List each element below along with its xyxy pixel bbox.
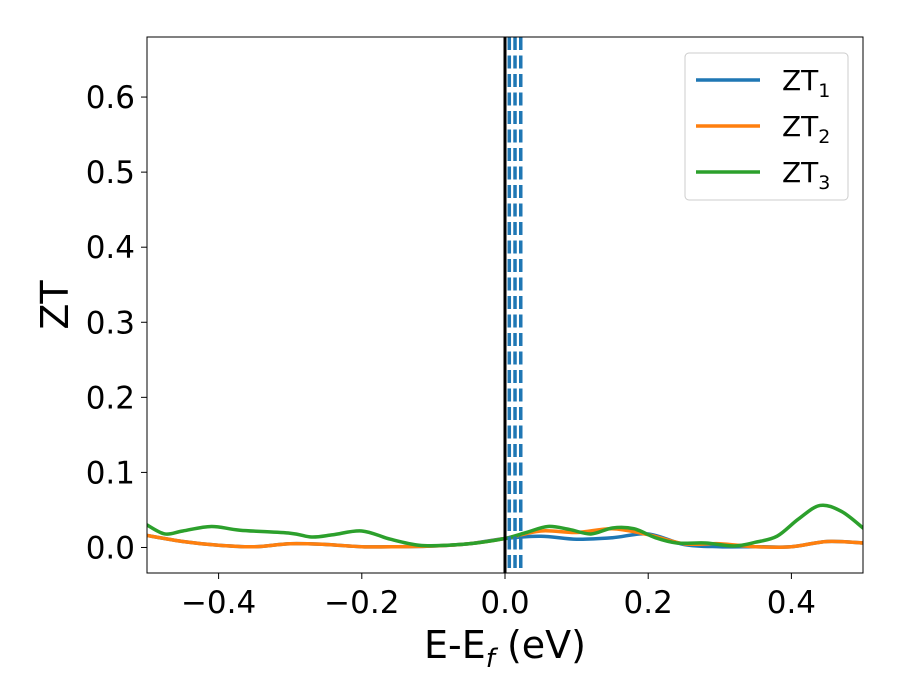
y-tick-label: 0.2 (86, 380, 135, 416)
y-tick-label: 0.1 (86, 455, 135, 491)
x-label-unit: (eV) (495, 623, 586, 667)
legend-box (684, 52, 849, 201)
x-axis-ticks: −0.4 −0.2 0.0 0.2 0.4 (181, 573, 816, 621)
series-line-3 (147, 503, 863, 548)
legend-label: ZT2 (782, 110, 830, 148)
x-tick-label: −0.4 (181, 585, 256, 621)
x-axis-label: E-Ef (eV) (424, 623, 586, 674)
y-axis-ticks: 0.0 0.1 0.2 0.3 0.4 0.5 0.6 (86, 80, 147, 566)
y-tick-label: 0.3 (86, 305, 135, 341)
legend-label: ZT3 (782, 156, 830, 194)
x-label-base: E-E (424, 623, 486, 667)
legend-label: ZT1 (782, 64, 830, 102)
x-tick-label: 0.4 (767, 585, 816, 621)
y-tick-label: 0.6 (86, 80, 135, 116)
y-tick-label: 0.4 (86, 230, 135, 266)
legend: ZT1 ZT2 ZT3 (684, 52, 849, 201)
x-tick-label: 0.0 (480, 585, 529, 621)
vertical-lines (503, 37, 523, 573)
y-axis-label: ZT (33, 280, 77, 330)
x-tick-label: −0.2 (324, 585, 399, 621)
y-tick-label: 0.5 (86, 155, 135, 191)
x-tick-label: 0.2 (624, 585, 673, 621)
y-tick-label: 0.0 (86, 530, 135, 566)
